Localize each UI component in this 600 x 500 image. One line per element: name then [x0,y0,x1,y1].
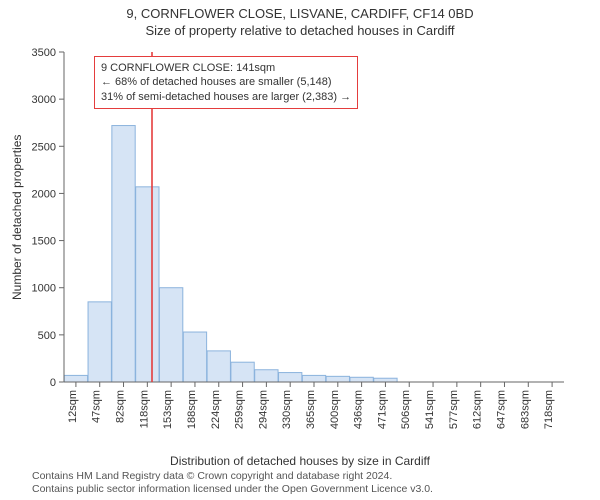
histogram-bar [159,288,182,382]
chart-title: 9, CORNFLOWER CLOSE, LISVANE, CARDIFF, C… [0,6,600,21]
svg-text:2500: 2500 [32,141,56,153]
histogram-bar [183,332,206,382]
histogram-bar [302,375,325,382]
svg-text:471sqm: 471sqm [376,390,388,429]
svg-text:3000: 3000 [32,94,56,106]
svg-text:541sqm: 541sqm [424,390,436,429]
histogram-bar [350,377,373,382]
svg-text:330sqm: 330sqm [281,390,293,429]
histogram-bar [136,187,159,382]
svg-text:153sqm: 153sqm [162,390,174,429]
svg-text:365sqm: 365sqm [305,390,317,429]
svg-text:1000: 1000 [32,283,56,295]
svg-text:3500: 3500 [32,47,56,59]
svg-text:118sqm: 118sqm [138,390,150,428]
svg-text:718sqm: 718sqm [543,390,555,429]
svg-text:400sqm: 400sqm [329,390,341,429]
histogram-bar [112,126,135,382]
histogram-bar [231,362,254,382]
svg-text:82sqm: 82sqm [115,390,127,423]
svg-text:1500: 1500 [32,236,56,248]
histogram-bar [279,373,302,382]
annotation-line: ← 68% of detached houses are smaller (5,… [101,75,351,89]
svg-text:436sqm: 436sqm [353,390,365,429]
svg-text:2000: 2000 [32,188,56,200]
svg-text:294sqm: 294sqm [257,390,269,429]
svg-text:0: 0 [50,377,56,389]
histogram-bar [326,376,349,382]
histogram-bar [88,302,111,382]
histogram-bar [255,370,278,382]
footer-line1: Contains HM Land Registry data © Crown c… [32,470,433,483]
footer-attribution: Contains HM Land Registry data © Crown c… [32,470,433,496]
svg-text:47sqm: 47sqm [91,390,103,423]
histogram-bar [64,375,87,382]
svg-text:188sqm: 188sqm [186,390,198,429]
histogram-bar [207,351,230,382]
x-axis-label: Distribution of detached houses by size … [0,454,600,468]
chart-subtitle: Size of property relative to detached ho… [0,23,600,38]
footer-line2: Contains public sector information licen… [32,483,433,496]
svg-text:12sqm: 12sqm [67,390,79,423]
svg-text:647sqm: 647sqm [495,390,507,429]
annotation-line: 31% of semi-detached houses are larger (… [101,90,351,104]
annotation-box: 9 CORNFLOWER CLOSE: 141sqm ← 68% of deta… [94,56,358,109]
y-axis-label: Number of detached properties [10,135,24,300]
svg-text:500: 500 [38,330,56,342]
svg-text:612sqm: 612sqm [472,390,484,429]
svg-text:259sqm: 259sqm [234,390,246,429]
svg-text:224sqm: 224sqm [210,390,222,429]
annotation-line: 9 CORNFLOWER CLOSE: 141sqm [101,61,351,75]
histogram-bar [374,378,397,382]
svg-text:577sqm: 577sqm [448,390,460,429]
svg-text:683sqm: 683sqm [519,390,531,429]
svg-text:506sqm: 506sqm [400,390,412,429]
